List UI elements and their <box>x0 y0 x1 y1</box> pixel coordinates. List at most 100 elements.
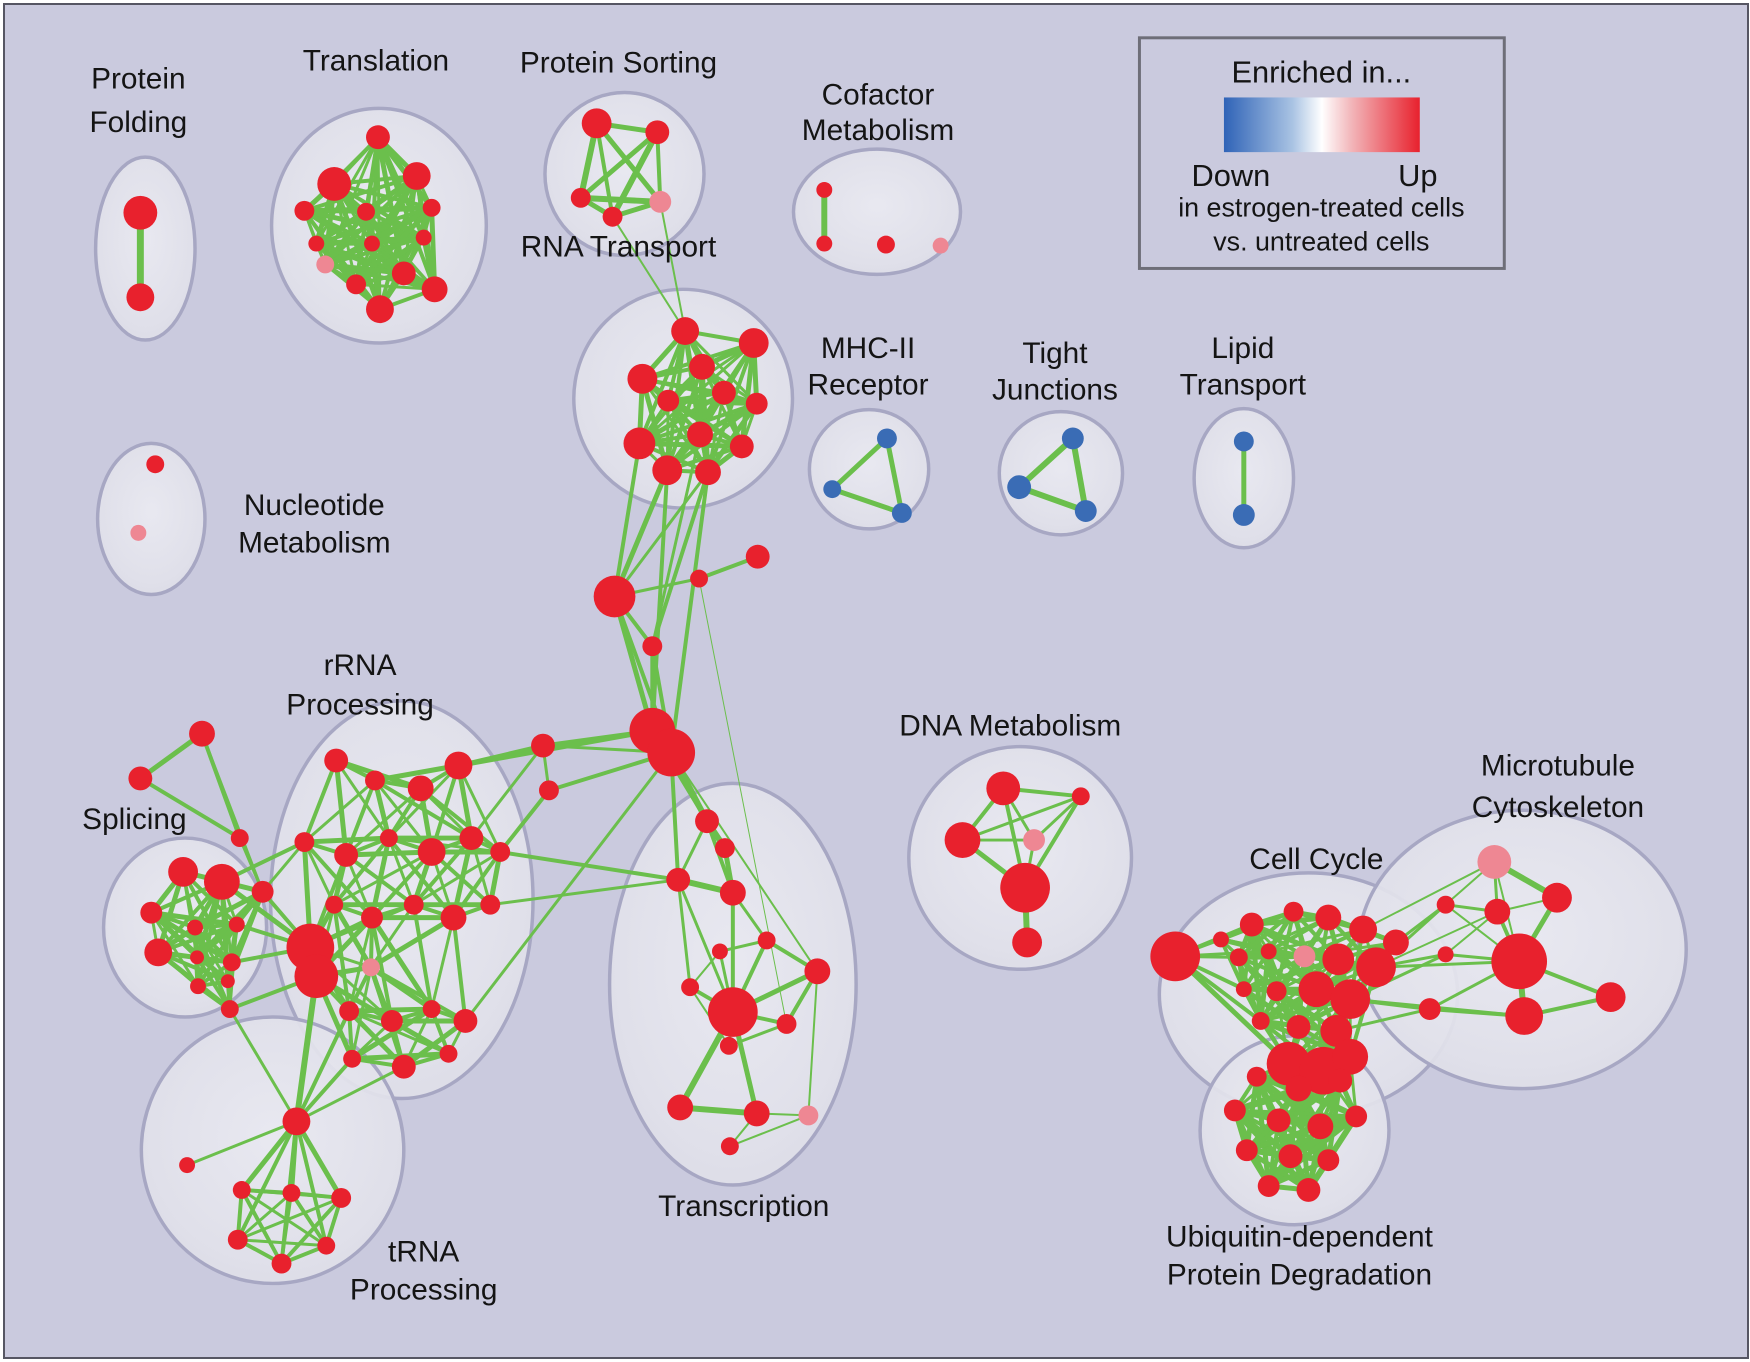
cluster-label-nucleotide-metabolism: Metabolism <box>238 527 390 560</box>
edge <box>637 329 688 446</box>
edge <box>676 878 692 989</box>
gene-set-node <box>1223 1099 1246 1122</box>
gene-set-node <box>403 894 424 915</box>
gene-set-node <box>453 1009 478 1033</box>
gene-set-node <box>690 569 708 588</box>
edge <box>369 965 468 1023</box>
cluster-label-microtubule-cytoskeleton: Cytoskeleton <box>1472 791 1644 824</box>
edge <box>884 435 905 516</box>
gene-set-node <box>649 190 672 213</box>
gene-set-node <box>1023 829 1045 851</box>
gene-set-node <box>146 455 165 474</box>
edge <box>353 235 427 287</box>
gene-set-node <box>538 780 559 801</box>
gene-set-node <box>362 958 380 977</box>
gene-set-node <box>745 392 768 415</box>
legend-up-label: Up <box>1398 158 1437 193</box>
gene-set-node <box>128 766 153 791</box>
gene-set-node <box>687 421 713 448</box>
gene-set-node <box>391 1054 416 1079</box>
edge <box>498 788 551 854</box>
gene-set-node <box>1251 1012 1270 1030</box>
edge <box>236 1191 293 1242</box>
gene-set-node <box>1345 1105 1368 1128</box>
gene-set-node <box>190 950 204 965</box>
edge <box>637 341 756 445</box>
gene-set-node <box>798 1105 819 1126</box>
gene-set-node <box>1266 1108 1291 1133</box>
cluster-label-tight-junctions: Tight <box>1022 337 1088 370</box>
cluster-label-cofactor-metabolism: Cofactor <box>822 78 935 111</box>
edge <box>148 910 240 928</box>
gene-set-node <box>570 187 591 208</box>
edge <box>640 377 710 474</box>
edge <box>387 836 416 907</box>
gene-set-node <box>227 1229 248 1250</box>
gene-set-node <box>1356 947 1396 988</box>
gene-set-node <box>187 919 203 936</box>
cluster-label-protein-folding: Protein <box>91 62 185 95</box>
gene-set-node <box>667 1094 694 1121</box>
gene-set-node <box>480 894 501 915</box>
gene-set-node <box>581 108 612 139</box>
gene-set-node <box>317 1236 336 1255</box>
gene-set-node <box>1285 1075 1312 1102</box>
edge <box>314 205 434 246</box>
gene-set-node <box>366 295 394 324</box>
gene-set-node <box>308 235 325 252</box>
gene-set-node <box>232 1181 251 1199</box>
gene-set-node <box>816 235 833 252</box>
edge <box>344 778 377 857</box>
gene-set-node <box>1484 898 1511 925</box>
cluster-label-dna-metabolism: DNA Metabolism <box>899 710 1121 743</box>
gene-set-node <box>642 636 663 657</box>
edge <box>488 878 680 907</box>
edge <box>463 751 673 1023</box>
edge <box>1069 435 1089 514</box>
edge <box>368 915 456 970</box>
gene-set-node <box>1235 1139 1258 1162</box>
gene-set-node <box>490 842 511 862</box>
edge <box>418 786 503 854</box>
edge <box>1244 1113 1359 1153</box>
edge <box>1267 928 1365 953</box>
gene-set-node <box>647 728 696 777</box>
gene-set-node <box>1491 933 1548 990</box>
gene-set-node <box>1213 931 1229 948</box>
gene-set-node <box>422 1000 441 1019</box>
edge <box>239 1188 284 1266</box>
gene-set-node <box>1315 904 1342 931</box>
cluster-label-rrna-processing: rRNA <box>324 649 397 682</box>
gene-set-node <box>402 162 431 190</box>
edge <box>669 470 710 755</box>
edge <box>228 1007 298 1123</box>
gene-set-node <box>357 202 375 221</box>
edge <box>1219 937 1279 993</box>
gene-set-node <box>1061 427 1084 450</box>
cluster-ellipse-tight-junctions <box>997 409 1125 537</box>
gene-set-node <box>1266 981 1287 1002</box>
gene-set-node <box>1260 943 1277 960</box>
gene-set-node <box>876 235 895 254</box>
edge <box>289 1190 329 1248</box>
legend-box <box>1137 36 1506 270</box>
edge <box>138 776 242 841</box>
gene-set-node <box>1320 1015 1353 1047</box>
edge <box>498 850 681 882</box>
gene-set-node <box>711 943 728 960</box>
gene-set-node <box>123 195 158 230</box>
gene-set-node <box>1229 948 1248 967</box>
edge <box>322 209 369 267</box>
edge <box>369 903 416 969</box>
gene-set-node <box>593 575 636 618</box>
gene-set-node <box>1317 1149 1340 1172</box>
edge <box>612 441 642 599</box>
gene-set-node <box>422 198 441 217</box>
gene-set-node <box>1418 998 1441 1020</box>
edge <box>1375 910 1499 969</box>
gene-set-node <box>440 904 467 931</box>
gene-set-node <box>671 317 700 345</box>
cluster-label-translation: Translation <box>303 45 449 78</box>
gene-set-node <box>891 503 912 523</box>
gene-set-node <box>1505 997 1544 1035</box>
